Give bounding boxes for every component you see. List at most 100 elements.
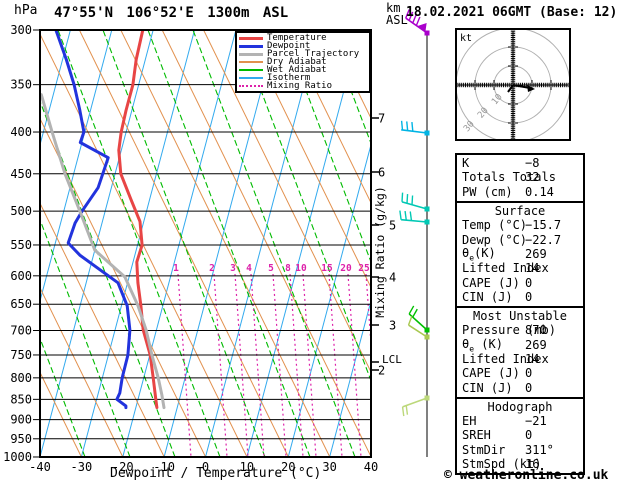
wind-barb-feather	[404, 210, 407, 221]
pressure-tick-label: 750	[10, 348, 32, 362]
temperature-tick-label: -20	[112, 460, 134, 474]
background-lines	[40, 30, 371, 457]
isotherm-line	[80, 30, 196, 457]
km-tick-label: 2	[378, 364, 385, 378]
wind-barb-feather	[405, 9, 410, 19]
wind-barb-feather	[411, 122, 414, 132]
wet-adiabat-line	[102, 30, 266, 457]
row-label: θe (K)	[462, 336, 503, 353]
copyright: © weatheronline.co.uk	[444, 468, 609, 483]
mixing-ratio-value-label: 1	[173, 263, 179, 274]
sounding-curves	[40, 30, 166, 410]
wind-barb-feather	[401, 406, 405, 417]
table-title: Most Unstable	[473, 308, 567, 323]
mixing-ratio-value-label: 20	[340, 263, 352, 274]
row-value: −15.7	[525, 218, 562, 233]
wind-barb-feather	[406, 121, 409, 131]
altitude-unit-asl: ASL	[386, 13, 408, 27]
altitude-unit-km: km	[386, 1, 401, 15]
dry-adiabat-line	[244, 30, 371, 289]
dry-adiabat-line	[40, 286, 124, 457]
temperature-tick-label: 20	[281, 460, 295, 474]
row-label: CIN (J)	[462, 380, 513, 395]
temperature-tick-label: -30	[71, 460, 93, 474]
isotherm-line	[40, 30, 113, 303]
wind-barb-feather	[408, 305, 415, 315]
table-row: θe (K) 269	[457, 336, 583, 353]
dry-adiabat-line	[40, 117, 207, 457]
row-label: CAPE (J)	[462, 275, 520, 290]
temperature-tick-label: 30	[322, 460, 336, 474]
legend-item: Parcel Trajectory	[239, 50, 367, 59]
temperature-tick-label: -10	[153, 460, 175, 474]
row-value: 0	[525, 366, 533, 381]
row-label: θe(K)	[462, 245, 496, 263]
row-value: 0.14	[525, 184, 554, 199]
mixing-ratio-value-label: 15	[321, 263, 333, 274]
pressure-tick-label: 350	[10, 78, 32, 92]
legend-item: Wet Adiabat	[239, 66, 367, 75]
dry-adiabat-line	[40, 202, 165, 457]
legend-item: Mixing Ratio	[239, 82, 367, 91]
legend-item: Dewpoint	[239, 41, 367, 51]
wet-adiabat-line	[327, 30, 371, 145]
wind-barb-pennant	[417, 23, 427, 32]
row-label: Lifted Index	[462, 352, 549, 366]
legend-label: Dewpoint	[267, 41, 311, 51]
table-row: CAPE (J) 0	[457, 275, 583, 290]
pressure-tick-label: 450	[10, 167, 32, 181]
row-value: −21	[525, 414, 547, 429]
km-tick-label: 4	[389, 271, 396, 285]
mixing-ratio-line	[177, 273, 192, 457]
table-row: Dewp (°C) −22.7	[457, 232, 583, 247]
legend-label: Isotherm	[267, 73, 311, 83]
wind-barb	[405, 9, 430, 36]
row-label: CIN (J)	[462, 289, 513, 304]
wind-barb-feather	[400, 120, 404, 131]
wind-barb-feather	[405, 405, 409, 415]
wind-barb	[399, 210, 430, 225]
isotherm-line	[329, 298, 371, 457]
mixing-ratio-value-label: 3	[230, 263, 236, 274]
legend-label: Dry Adiabat	[267, 57, 327, 67]
pressure-tick-label: 950	[10, 432, 32, 446]
mixing-ratio-value-label: 10	[295, 263, 307, 274]
km-tick-label: 7	[378, 112, 385, 126]
row-value: 14	[525, 352, 540, 366]
row-label: Totals Totals	[462, 170, 556, 185]
table-row: Lifted Index 14	[457, 261, 583, 275]
wet-adiabat-line	[40, 336, 86, 457]
dry-adiabat-line	[161, 30, 371, 457]
row-value: 0	[525, 428, 533, 443]
wet-adiabat-line	[147, 30, 311, 457]
pressure-tick-label: 700	[10, 323, 32, 337]
wind-barb-shaft	[401, 201, 428, 210]
table-row: CAPE (J) 0	[457, 366, 583, 380]
isotherm-line	[246, 30, 361, 457]
legend-label: Temperature	[267, 33, 327, 43]
wind-barb-shaft	[402, 397, 428, 408]
pressure-tick-label: 1000	[3, 450, 32, 464]
wind-barb-shaft	[408, 324, 428, 338]
wind-barb-feather	[412, 14, 417, 24]
wind-barb	[407, 316, 430, 340]
row-label: Temp (°C)	[462, 218, 528, 233]
legend-sample-thin	[239, 69, 263, 71]
dry-adiabat-line	[327, 30, 371, 120]
row-value: −8	[525, 156, 540, 171]
dry-adiabat-line	[203, 30, 371, 374]
table-row: EH −21	[457, 414, 583, 428]
km-tick-label: 5	[389, 219, 396, 233]
isotherm-line	[163, 30, 278, 457]
row-label: Pressure (mb)	[462, 323, 556, 338]
row-label: Lifted Index	[462, 261, 549, 276]
legend-item: Isotherm	[239, 73, 367, 83]
row-value: 0	[525, 380, 533, 395]
temperature-tick-label: 10	[240, 460, 254, 474]
temperature-tick-label: 40	[364, 460, 378, 474]
isotherm-line	[287, 142, 371, 457]
row-value: 269	[525, 246, 547, 261]
hodograph-arrow-shaft	[512, 84, 531, 89]
mixing-ratio-line	[213, 273, 228, 457]
hodograph-arrow-tail	[507, 84, 514, 93]
